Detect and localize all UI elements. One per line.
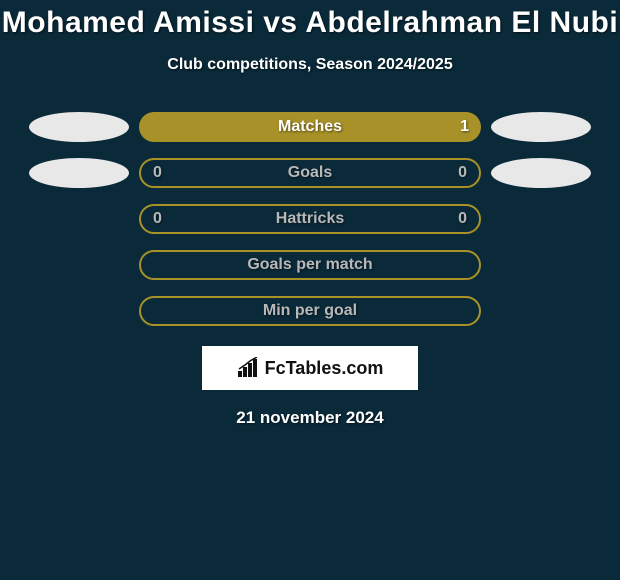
stat-label: Goals per match <box>247 256 372 274</box>
stat-rows: Matches 1 0 Goals 0 0 Hattricks 0 Goals per matc… <box>0 112 620 326</box>
comparison-title: Mohamed Amissi vs Abdelrahman El Nubi <box>0 6 620 40</box>
stat-bar: Matches 1 <box>139 112 481 142</box>
stat-row: 0 Hattricks 0 <box>0 204 620 234</box>
infographic-container: Mohamed Amissi vs Abdelrahman El Nubi Cl… <box>0 0 620 428</box>
logo: FcTables.com <box>237 357 384 379</box>
left-ellipse <box>29 250 129 280</box>
left-ellipse <box>29 158 129 188</box>
stat-right-value: 0 <box>458 210 467 228</box>
right-ellipse <box>491 158 591 188</box>
logo-box: FcTables.com <box>202 346 418 390</box>
left-ellipse <box>29 112 129 142</box>
stat-row: 0 Goals 0 <box>0 158 620 188</box>
stat-left-value: 0 <box>153 164 162 182</box>
stat-label: Goals <box>288 164 332 182</box>
comparison-subtitle: Club competitions, Season 2024/2025 <box>0 56 620 74</box>
right-ellipse <box>491 204 591 234</box>
stat-bar: Goals per match <box>139 250 481 280</box>
stat-label: Matches <box>278 118 342 136</box>
left-ellipse <box>29 296 129 326</box>
right-ellipse <box>491 112 591 142</box>
stat-bar: 0 Goals 0 <box>139 158 481 188</box>
stat-bar: 0 Hattricks 0 <box>139 204 481 234</box>
stat-right-value: 0 <box>458 164 467 182</box>
date-label: 21 november 2024 <box>0 408 620 428</box>
stat-row: Matches 1 <box>0 112 620 142</box>
stat-bar: Min per goal <box>139 296 481 326</box>
right-ellipse <box>491 250 591 280</box>
stat-row: Min per goal <box>0 296 620 326</box>
logo-text: FcTables.com <box>265 358 384 379</box>
left-ellipse <box>29 204 129 234</box>
stat-label: Min per goal <box>263 302 357 320</box>
stat-label: Hattricks <box>276 210 344 228</box>
stat-left-value: 0 <box>153 210 162 228</box>
right-ellipse <box>491 296 591 326</box>
stat-right-value: 1 <box>460 118 469 136</box>
bars-icon <box>237 357 261 379</box>
stat-row: Goals per match <box>0 250 620 280</box>
